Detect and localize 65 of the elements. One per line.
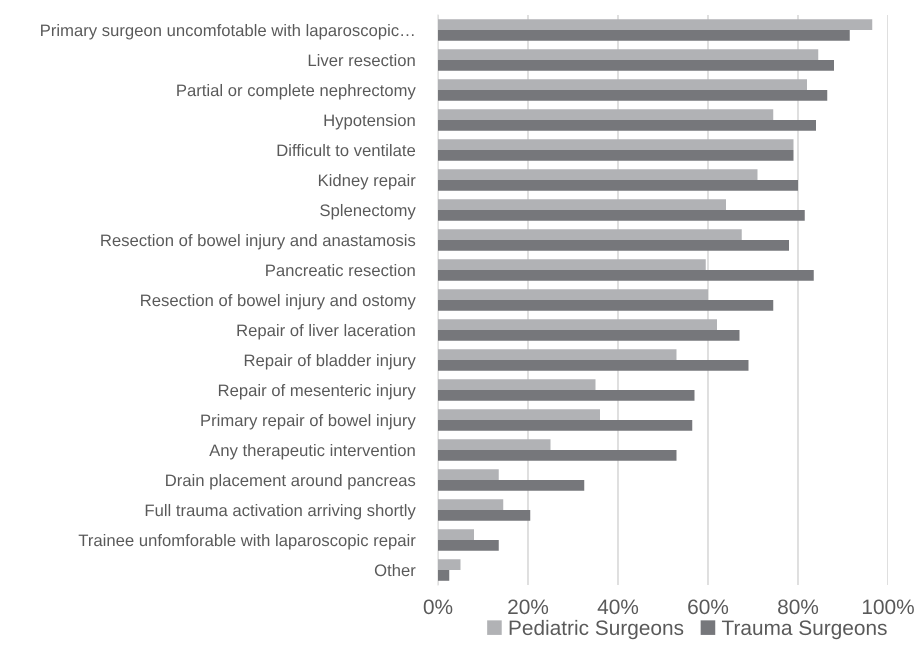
bar [438, 169, 758, 180]
y-tick-label: Repair of mesenteric injury [218, 384, 416, 400]
y-tick-label: Partial or complete nephrectomy [177, 84, 416, 100]
bar [438, 319, 717, 330]
y-tick-label: Primary surgeon uncomfotable with laparoscopic… [41, 24, 414, 40]
bar [438, 420, 692, 431]
bar [438, 49, 818, 60]
y-tick-label: Repair of liver laceration [237, 324, 415, 340]
y-tick-label: Kidney repair [318, 174, 416, 190]
y-tick-label: Liver resection [308, 54, 415, 66]
x-tick-label: 0% [424, 599, 452, 614]
bar [438, 79, 807, 90]
bar [438, 180, 798, 191]
bar [438, 19, 872, 30]
bar [438, 139, 794, 150]
y-tick-label: Any therapeutic intervention [209, 444, 415, 460]
legend-label: Trauma Surgeons [722, 620, 887, 640]
bar [438, 90, 828, 101]
bar [438, 390, 694, 401]
x-tick-label: 80% [778, 599, 818, 614]
bar [438, 120, 816, 131]
y-tick-label: Resection of bowel injury and anastamosis [101, 234, 416, 250]
bar [438, 360, 748, 371]
y-tick-label: Hypotension [324, 114, 415, 130]
bar [438, 150, 794, 161]
bar [438, 349, 676, 360]
y-tick-label: Other [374, 564, 416, 576]
y-tick-label: Primary repair of bowel injury [201, 414, 416, 430]
bar [438, 379, 596, 390]
bar [438, 60, 834, 71]
bar [438, 499, 504, 510]
bar [438, 570, 450, 581]
y-tick-label: Trainee unfomforable with laparoscopic repair [78, 534, 416, 550]
bar [438, 259, 706, 270]
bar [438, 330, 740, 341]
x-tick-label: 100% [862, 599, 914, 614]
y-tick-label: Drain placement around pancreas [166, 474, 416, 490]
bar [438, 529, 474, 540]
bar [438, 289, 708, 300]
x-tick-label: 60% [688, 599, 728, 614]
bar [438, 240, 789, 251]
y-tick-label: Resection of bowel injury and ostomy [141, 294, 416, 310]
bar [438, 270, 814, 281]
bar [438, 469, 499, 480]
legend-label: Pediatric Surgeons [510, 620, 684, 640]
bar [438, 30, 850, 41]
bar [438, 300, 774, 311]
y-tick-label: Full trauma activation arriving shortly [146, 504, 416, 520]
bar [438, 439, 550, 450]
x-tick-label: 20% [508, 599, 548, 614]
y-tick-label: Difficult to ventilate [278, 144, 416, 156]
y-tick-label: Splenectomy [320, 204, 416, 220]
bar [438, 229, 742, 240]
y-tick-label: Repair of bladder injury [244, 354, 416, 370]
bar [438, 199, 726, 210]
bar [438, 480, 584, 491]
bar [438, 109, 774, 120]
bar [438, 409, 600, 420]
bar [438, 559, 460, 570]
bar [438, 510, 530, 521]
bar [438, 450, 676, 461]
bar [438, 540, 499, 551]
x-tick-label: 40% [598, 599, 638, 614]
bar [438, 210, 805, 221]
y-tick-label: Pancreatic resection [266, 264, 415, 276]
